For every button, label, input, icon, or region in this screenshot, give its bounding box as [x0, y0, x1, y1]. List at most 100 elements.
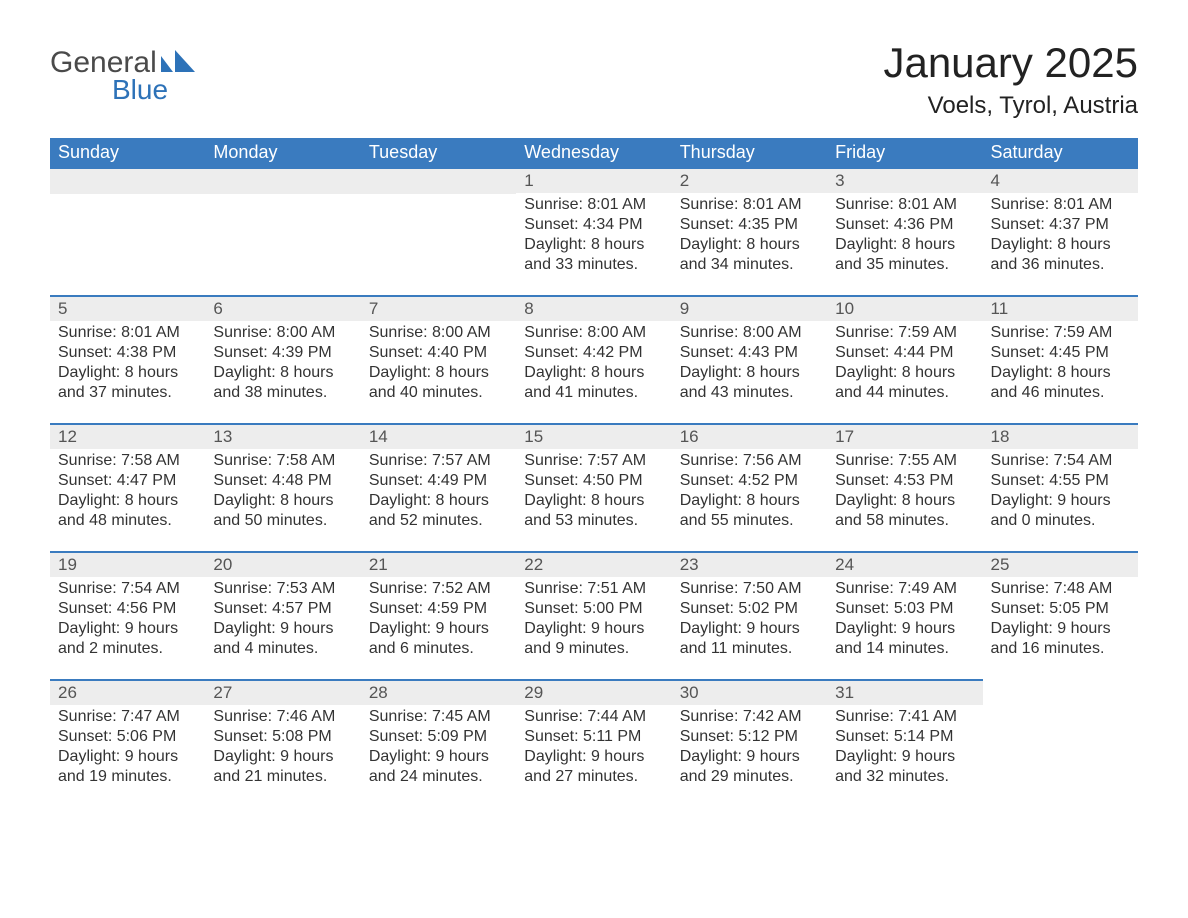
day-number: 21 — [361, 551, 516, 577]
title-block: January 2025 Voels, Tyrol, Austria — [883, 40, 1138, 120]
day-details: Sunrise: 7:46 AMSunset: 5:08 PMDaylight:… — [205, 705, 360, 797]
daylight-text: Daylight: 8 hours and 41 minutes. — [524, 363, 663, 403]
sunrise-text: Sunrise: 7:45 AM — [369, 707, 508, 727]
calendar-day-cell: 5Sunrise: 8:01 AMSunset: 4:38 PMDaylight… — [50, 295, 205, 423]
sunrise-text: Sunrise: 7:56 AM — [680, 451, 819, 471]
day-number: 9 — [672, 295, 827, 321]
page-header: General Blue January 2025 Voels, Tyrol, … — [50, 40, 1138, 120]
calendar-day-cell: 12Sunrise: 7:58 AMSunset: 4:47 PMDayligh… — [50, 423, 205, 551]
calendar-day-cell: 17Sunrise: 7:55 AMSunset: 4:53 PMDayligh… — [827, 423, 982, 551]
sunrise-text: Sunrise: 8:01 AM — [680, 195, 819, 215]
calendar-week-row: 19Sunrise: 7:54 AMSunset: 4:56 PMDayligh… — [50, 551, 1138, 679]
day-details: Sunrise: 7:49 AMSunset: 5:03 PMDaylight:… — [827, 577, 982, 669]
calendar-day-cell: 6Sunrise: 8:00 AMSunset: 4:39 PMDaylight… — [205, 295, 360, 423]
sunrise-text: Sunrise: 7:41 AM — [835, 707, 974, 727]
sunrise-text: Sunrise: 8:00 AM — [680, 323, 819, 343]
sunrise-text: Sunrise: 7:58 AM — [58, 451, 197, 471]
day-details: Sunrise: 7:57 AMSunset: 4:49 PMDaylight:… — [361, 449, 516, 541]
calendar-table: Sunday Monday Tuesday Wednesday Thursday… — [50, 138, 1138, 807]
daylight-text: Daylight: 9 hours and 32 minutes. — [835, 747, 974, 787]
sunset-text: Sunset: 5:05 PM — [991, 599, 1130, 619]
day-details: Sunrise: 8:01 AMSunset: 4:37 PMDaylight:… — [983, 193, 1138, 285]
sunset-text: Sunset: 4:55 PM — [991, 471, 1130, 491]
daylight-text: Daylight: 9 hours and 14 minutes. — [835, 619, 974, 659]
daylight-text: Daylight: 8 hours and 37 minutes. — [58, 363, 197, 403]
day-number: 13 — [205, 423, 360, 449]
day-details: Sunrise: 7:54 AMSunset: 4:56 PMDaylight:… — [50, 577, 205, 669]
daylight-text: Daylight: 9 hours and 29 minutes. — [680, 747, 819, 787]
sunrise-text: Sunrise: 8:00 AM — [369, 323, 508, 343]
sunset-text: Sunset: 4:34 PM — [524, 215, 663, 235]
calendar-day-cell: 20Sunrise: 7:53 AMSunset: 4:57 PMDayligh… — [205, 551, 360, 679]
sunrise-text: Sunrise: 7:51 AM — [524, 579, 663, 599]
sunset-text: Sunset: 4:50 PM — [524, 471, 663, 491]
sunrise-text: Sunrise: 7:57 AM — [524, 451, 663, 471]
daylight-text: Daylight: 9 hours and 2 minutes. — [58, 619, 197, 659]
daylight-text: Daylight: 8 hours and 34 minutes. — [680, 235, 819, 275]
sunrise-text: Sunrise: 7:58 AM — [213, 451, 352, 471]
daylight-text: Daylight: 9 hours and 6 minutes. — [369, 619, 508, 659]
brand-mark-icon — [161, 50, 195, 77]
day-details: Sunrise: 7:58 AMSunset: 4:48 PMDaylight:… — [205, 449, 360, 541]
calendar-day-cell: 31Sunrise: 7:41 AMSunset: 5:14 PMDayligh… — [827, 679, 982, 807]
day-details: Sunrise: 7:47 AMSunset: 5:06 PMDaylight:… — [50, 705, 205, 797]
day-header: Wednesday — [516, 138, 671, 167]
day-details: Sunrise: 8:01 AMSunset: 4:36 PMDaylight:… — [827, 193, 982, 285]
day-number: 18 — [983, 423, 1138, 449]
sunset-text: Sunset: 5:14 PM — [835, 727, 974, 747]
sunrise-text: Sunrise: 7:49 AM — [835, 579, 974, 599]
day-details: Sunrise: 7:59 AMSunset: 4:45 PMDaylight:… — [983, 321, 1138, 413]
calendar-day-cell: 23Sunrise: 7:50 AMSunset: 5:02 PMDayligh… — [672, 551, 827, 679]
calendar-day-cell: 27Sunrise: 7:46 AMSunset: 5:08 PMDayligh… — [205, 679, 360, 807]
daylight-text: Daylight: 9 hours and 21 minutes. — [213, 747, 352, 787]
sunset-text: Sunset: 4:48 PM — [213, 471, 352, 491]
calendar-day-cell — [361, 167, 516, 295]
sunset-text: Sunset: 4:40 PM — [369, 343, 508, 363]
day-header: Monday — [205, 138, 360, 167]
sunset-text: Sunset: 5:00 PM — [524, 599, 663, 619]
day-details: Sunrise: 8:01 AMSunset: 4:35 PMDaylight:… — [672, 193, 827, 285]
day-number: 5 — [50, 295, 205, 321]
sunset-text: Sunset: 4:59 PM — [369, 599, 508, 619]
sunrise-text: Sunrise: 7:42 AM — [680, 707, 819, 727]
day-number: 25 — [983, 551, 1138, 577]
sunset-text: Sunset: 4:57 PM — [213, 599, 352, 619]
sunset-text: Sunset: 4:56 PM — [58, 599, 197, 619]
day-header: Sunday — [50, 138, 205, 167]
daylight-text: Daylight: 8 hours and 50 minutes. — [213, 491, 352, 531]
calendar-day-cell: 10Sunrise: 7:59 AMSunset: 4:44 PMDayligh… — [827, 295, 982, 423]
day-number: 17 — [827, 423, 982, 449]
day-number — [50, 167, 205, 194]
day-number: 4 — [983, 167, 1138, 193]
sunrise-text: Sunrise: 7:54 AM — [991, 451, 1130, 471]
sunset-text: Sunset: 5:11 PM — [524, 727, 663, 747]
day-details: Sunrise: 7:53 AMSunset: 4:57 PMDaylight:… — [205, 577, 360, 669]
day-number: 11 — [983, 295, 1138, 321]
day-number: 3 — [827, 167, 982, 193]
calendar-day-cell: 11Sunrise: 7:59 AMSunset: 4:45 PMDayligh… — [983, 295, 1138, 423]
sunset-text: Sunset: 5:08 PM — [213, 727, 352, 747]
day-number: 20 — [205, 551, 360, 577]
daylight-text: Daylight: 8 hours and 40 minutes. — [369, 363, 508, 403]
day-number: 31 — [827, 679, 982, 705]
sunset-text: Sunset: 5:02 PM — [680, 599, 819, 619]
sunrise-text: Sunrise: 8:01 AM — [835, 195, 974, 215]
day-number: 27 — [205, 679, 360, 705]
sunset-text: Sunset: 4:37 PM — [991, 215, 1130, 235]
sunrise-text: Sunrise: 7:54 AM — [58, 579, 197, 599]
calendar-day-cell: 30Sunrise: 7:42 AMSunset: 5:12 PMDayligh… — [672, 679, 827, 807]
sunrise-text: Sunrise: 7:59 AM — [835, 323, 974, 343]
calendar-day-cell: 25Sunrise: 7:48 AMSunset: 5:05 PMDayligh… — [983, 551, 1138, 679]
calendar-day-cell: 7Sunrise: 8:00 AMSunset: 4:40 PMDaylight… — [361, 295, 516, 423]
day-header: Friday — [827, 138, 982, 167]
sunset-text: Sunset: 4:53 PM — [835, 471, 974, 491]
day-details: Sunrise: 7:52 AMSunset: 4:59 PMDaylight:… — [361, 577, 516, 669]
day-number: 28 — [361, 679, 516, 705]
day-number: 16 — [672, 423, 827, 449]
sunset-text: Sunset: 4:43 PM — [680, 343, 819, 363]
sunrise-text: Sunrise: 7:48 AM — [991, 579, 1130, 599]
calendar-day-cell: 9Sunrise: 8:00 AMSunset: 4:43 PMDaylight… — [672, 295, 827, 423]
sunrise-text: Sunrise: 7:52 AM — [369, 579, 508, 599]
day-number: 12 — [50, 423, 205, 449]
sunrise-text: Sunrise: 7:47 AM — [58, 707, 197, 727]
